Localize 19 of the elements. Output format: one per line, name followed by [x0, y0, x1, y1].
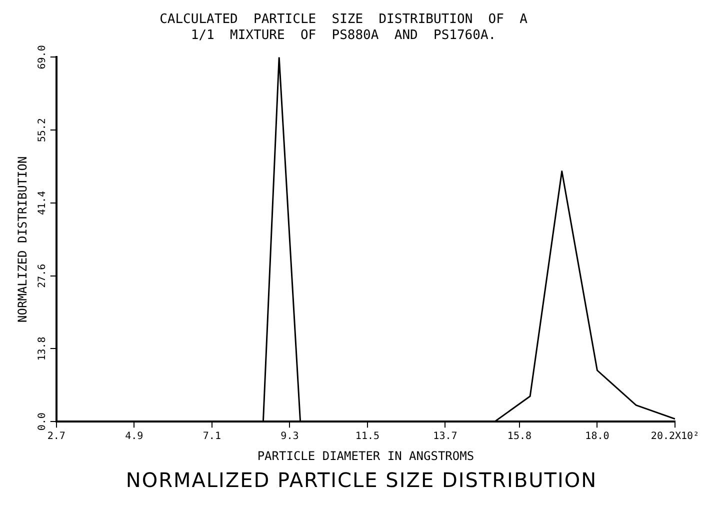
y-tick-label: 0.0 — [36, 412, 48, 431]
x-tick-label: 20.2X10² — [650, 431, 700, 442]
chart-title: CALCULATED PARTICLE SIZE DISTRIBUTION OF A 1/1 MIXTURE OF PS880A AND PS1760A. — [160, 12, 528, 43]
x-tick-label: 18.0 — [585, 431, 610, 442]
y-tick-label: 13.8 — [36, 336, 48, 361]
x-tick-label: 4.9 — [125, 431, 144, 442]
x-tick-label: 11.5 — [355, 431, 380, 442]
y-tick-label: 55.2 — [36, 118, 48, 142]
y-tick-label: 41.4 — [36, 190, 48, 216]
y-tick-label: 27.6 — [36, 264, 48, 288]
x-tick-label: 9.3 — [280, 431, 299, 442]
y-tick-label: 69.0 — [36, 45, 48, 70]
x-tick-label: 15.8 — [507, 431, 532, 442]
x-axis-title: PARTICLE DIAMETER IN ANGSTROMS — [257, 448, 474, 463]
x-tick-label: 2.7 — [47, 431, 66, 442]
text: NORMALIZED PARTICLE SIZE DISTRIBUTION — [124, 468, 598, 492]
x-tick-label: 13.7 — [433, 431, 458, 442]
y-axis-title: NORMALIZED DISTRIBUTION — [15, 156, 30, 322]
x-tick-label: 7.1 — [202, 431, 221, 442]
